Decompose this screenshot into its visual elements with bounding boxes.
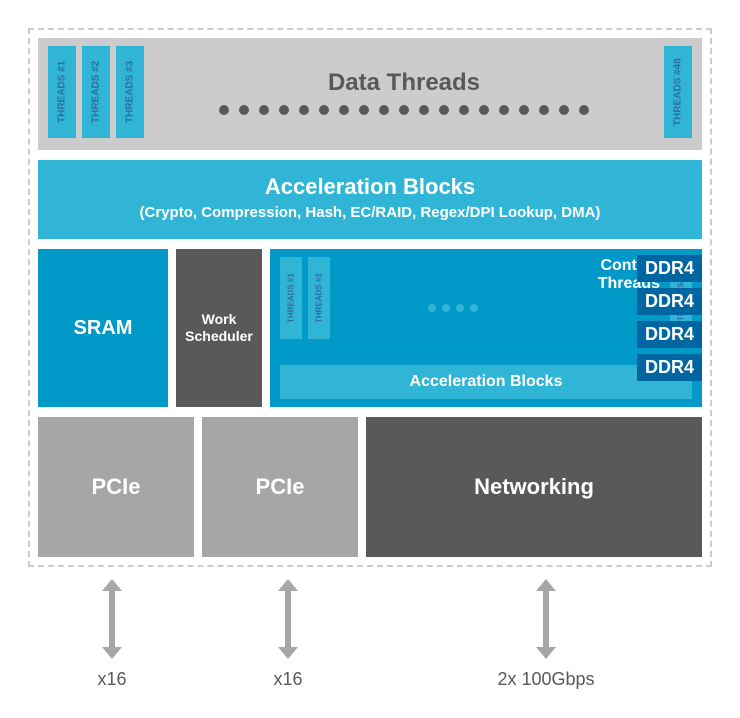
bidirectional-arrow-icon (109, 589, 115, 649)
arrows-row: x16 x16 2x 100Gbps (28, 585, 712, 690)
ellipsis-dots (219, 105, 589, 115)
control-top: THREADS #1 THREADS #2 ControlThreads THR… (280, 257, 692, 359)
ddr-stack: DDR4 DDR4 DDR4 DDR4 (637, 255, 702, 381)
thread-pill: THREADS #2 (308, 257, 330, 339)
data-threads-middle: Data Threads (150, 46, 658, 138)
arrow-col: 2x 100Gbps (380, 585, 712, 690)
arrow-label: 2x 100Gbps (497, 669, 594, 690)
ddr-label: DDR4 (637, 321, 702, 348)
accel-title: Acceleration Blocks (48, 174, 692, 200)
ddr-label: DDR4 (637, 354, 702, 381)
bidirectional-arrow-icon (543, 589, 549, 649)
arrow-col: x16 (28, 585, 196, 690)
thread-pill: THREADS #48 (664, 46, 692, 138)
bidirectional-arrow-icon (285, 589, 291, 649)
thread-pill: THREADS #2 (82, 46, 110, 138)
mid-row: SRAM WorkScheduler THREADS #1 THREADS #2… (38, 249, 702, 407)
thread-pill: THREADS #1 (280, 257, 302, 339)
networking-block: Networking (366, 417, 702, 557)
pcie-block: PCIe (38, 417, 194, 557)
chip-outline: THREADS #1 THREADS #2 THREADS #3 Data Th… (28, 28, 712, 567)
thread-pill: THREADS #3 (116, 46, 144, 138)
control-accel-label: Acceleration Blocks (280, 365, 692, 399)
sram-block: SRAM (38, 249, 168, 407)
ellipsis-dots (336, 257, 570, 359)
data-threads-block: THREADS #1 THREADS #2 THREADS #3 Data Th… (38, 38, 702, 150)
diagram-canvas: THREADS #1 THREADS #2 THREADS #3 Data Th… (0, 0, 740, 718)
arrow-col: x16 (204, 585, 372, 690)
work-scheduler-block: WorkScheduler (176, 249, 262, 407)
arrow-label: x16 (97, 669, 126, 690)
thread-pill: THREADS #1 (48, 46, 76, 138)
acceleration-blocks: Acceleration Blocks (Crypto, Compression… (38, 160, 702, 239)
pcie-block: PCIe (202, 417, 358, 557)
ddr-label: DDR4 (637, 288, 702, 315)
arrow-label: x16 (273, 669, 302, 690)
data-threads-title: Data Threads (328, 69, 480, 97)
bottom-row: PCIe PCIe Networking (38, 417, 702, 557)
accel-subtitle: (Crypto, Compression, Hash, EC/RAID, Reg… (48, 204, 692, 221)
ddr-label: DDR4 (637, 255, 702, 282)
